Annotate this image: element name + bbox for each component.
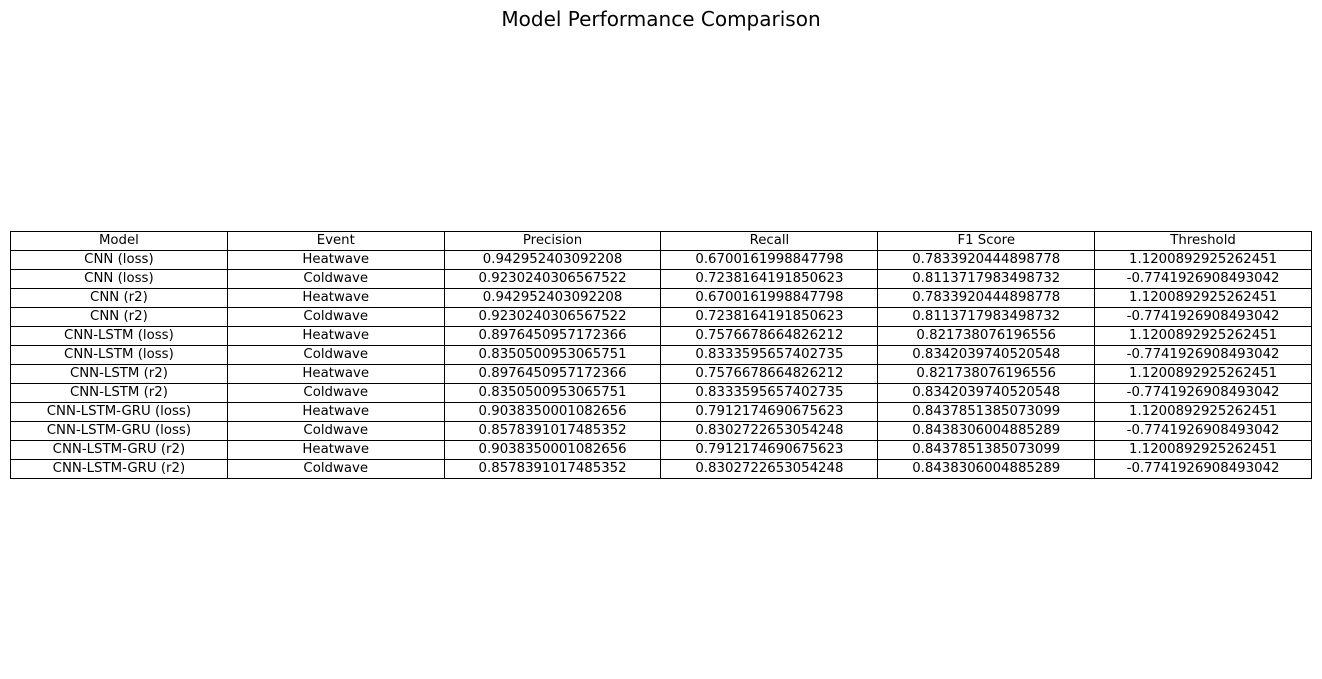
table-row: CNN-LSTM-GRU (r2) Coldwave 0.8578391017485… xyxy=(10,459,1312,479)
table-cell: 0.8578391017485352 xyxy=(443,459,662,479)
table-cell: CNN-LSTM-GRU (loss) xyxy=(10,421,228,441)
table-header: Model Event Precision Recall F1 Score Thresho… xyxy=(10,231,1312,251)
table-body: CNN (loss) Heatwave 0.942952403092208 0.670… xyxy=(10,250,1312,479)
table-cell: Heatwave xyxy=(226,440,445,460)
table-cell: 0.821738076196556 xyxy=(877,364,1096,384)
table-cell: 0.6700161998847798 xyxy=(660,250,879,270)
table-cell: CNN (loss) xyxy=(10,269,228,289)
table-cell: Coldwave xyxy=(226,307,445,327)
table-cell: 0.7833920444898778 xyxy=(877,288,1096,308)
table-cell: Heatwave xyxy=(226,364,445,384)
table-cell: CNN-LSTM (loss) xyxy=(10,345,228,365)
table-cell: 0.8113717983498732 xyxy=(877,307,1096,327)
table-cell: -0.7741926908493042 xyxy=(1094,383,1312,403)
table-cell: 0.8342039740520548 xyxy=(877,345,1096,365)
table-cell: -0.7741926908493042 xyxy=(1094,307,1312,327)
table-cell: 0.9038350001082656 xyxy=(443,402,662,422)
table-cell: Heatwave xyxy=(226,402,445,422)
table-cell: 1.1200892925262451 xyxy=(1094,440,1312,460)
table-cell: Coldwave xyxy=(226,383,445,403)
table-cell: 0.7833920444898778 xyxy=(877,250,1096,270)
table-cell: CNN (r2) xyxy=(10,288,228,308)
table-row: CNN-LSTM-GRU (loss) Heatwave 0.90383500010… xyxy=(10,402,1312,422)
table-row: CNN-LSTM (r2) Heatwave 0.8976450957172366 0… xyxy=(10,364,1312,384)
table-row: CNN-LSTM-GRU (loss) Coldwave 0.85783910174… xyxy=(10,421,1312,441)
table-cell: 0.9230240306567522 xyxy=(443,307,662,327)
table-cell: CNN (loss) xyxy=(10,250,228,270)
table-cell: Heatwave xyxy=(226,326,445,346)
table-cell: CNN-LSTM (r2) xyxy=(10,364,228,384)
table-cell: 0.8437851385073099 xyxy=(877,402,1096,422)
table-cell: 1.1200892925262451 xyxy=(1094,250,1312,270)
table-row: CNN (r2) Heatwave 0.942952403092208 0.67001… xyxy=(10,288,1312,308)
table-cell: -0.7741926908493042 xyxy=(1094,269,1312,289)
table-cell: 0.6700161998847798 xyxy=(660,288,879,308)
table-cell: 0.7912174690675623 xyxy=(660,440,879,460)
column-header: Event xyxy=(226,231,445,251)
table-cell: 0.8438306004885289 xyxy=(877,421,1096,441)
column-header: Model xyxy=(10,231,228,251)
table-row: CNN-LSTM-GRU (r2) Heatwave 0.9038350001082… xyxy=(10,440,1312,460)
table-cell: 0.8976450957172366 xyxy=(443,364,662,384)
table-cell: 0.8976450957172366 xyxy=(443,326,662,346)
table-cell: 0.7238164191850623 xyxy=(660,307,879,327)
table-cell: CNN (r2) xyxy=(10,307,228,327)
table-cell: 0.9038350001082656 xyxy=(443,440,662,460)
table-cell: -0.7741926908493042 xyxy=(1094,459,1312,479)
table-cell: 0.8302722653054248 xyxy=(660,421,879,441)
table-cell: 0.7238164191850623 xyxy=(660,269,879,289)
table-cell: 0.8113717983498732 xyxy=(877,269,1096,289)
table-cell: 0.8333595657402735 xyxy=(660,383,879,403)
table-cell: 0.8437851385073099 xyxy=(877,440,1096,460)
table-cell: 0.942952403092208 xyxy=(443,250,662,270)
table-cell: 1.1200892925262451 xyxy=(1094,326,1312,346)
chart-title: Model Performance Comparison xyxy=(501,7,821,31)
table-cell: 0.9230240306567522 xyxy=(443,269,662,289)
table-row: CNN (loss) Coldwave 0.9230240306567522 0.72… xyxy=(10,269,1312,289)
column-header: Recall xyxy=(660,231,879,251)
table-row: CNN-LSTM (loss) Heatwave 0.897645095717236… xyxy=(10,326,1312,346)
table-row: CNN-LSTM (loss) Coldwave 0.835050095306575… xyxy=(10,345,1312,365)
table-cell: Heatwave xyxy=(226,288,445,308)
table-cell: CNN-LSTM-GRU (r2) xyxy=(10,459,228,479)
table-cell: CNN-LSTM-GRU (r2) xyxy=(10,440,228,460)
table-cell: CNN-LSTM-GRU (loss) xyxy=(10,402,228,422)
table-cell: 0.8302722653054248 xyxy=(660,459,879,479)
table-cell: Coldwave xyxy=(226,345,445,365)
table-cell: 0.7912174690675623 xyxy=(660,402,879,422)
table-cell: 1.1200892925262451 xyxy=(1094,364,1312,384)
table-cell: CNN-LSTM (r2) xyxy=(10,383,228,403)
table-cell: Coldwave xyxy=(226,421,445,441)
table-row: CNN-LSTM (r2) Coldwave 0.8350500953065751 0… xyxy=(10,383,1312,403)
header-row: Model Event Precision Recall F1 Score Thresho… xyxy=(10,231,1312,251)
table-cell: 0.8342039740520548 xyxy=(877,383,1096,403)
table-cell: Heatwave xyxy=(226,250,445,270)
column-header: Precision xyxy=(443,231,662,251)
column-header: Threshold xyxy=(1094,231,1312,251)
table-cell: 0.8578391017485352 xyxy=(443,421,662,441)
table-cell: 0.942952403092208 xyxy=(443,288,662,308)
table-row: CNN (r2) Coldwave 0.9230240306567522 0.7238… xyxy=(10,307,1312,327)
performance-table: Model Event Precision Recall F1 Score Thresho… xyxy=(10,231,1312,479)
table-cell: 1.1200892925262451 xyxy=(1094,402,1312,422)
performance-table-container: Model Event Precision Recall F1 Score Thresho… xyxy=(10,231,1312,479)
table-cell: -0.7741926908493042 xyxy=(1094,345,1312,365)
table-cell: Coldwave xyxy=(226,459,445,479)
table-cell: 0.7576678664826212 xyxy=(660,364,879,384)
table-row: CNN (loss) Heatwave 0.942952403092208 0.670… xyxy=(10,250,1312,270)
table-cell: 0.821738076196556 xyxy=(877,326,1096,346)
table-cell: -0.7741926908493042 xyxy=(1094,421,1312,441)
table-cell: 1.1200892925262451 xyxy=(1094,288,1312,308)
table-cell: 0.8438306004885289 xyxy=(877,459,1096,479)
table-cell: CNN-LSTM (loss) xyxy=(10,326,228,346)
column-header: F1 Score xyxy=(877,231,1096,251)
table-cell: 0.8333595657402735 xyxy=(660,345,879,365)
table-cell: 0.8350500953065751 xyxy=(443,345,662,365)
table-cell: 0.7576678664826212 xyxy=(660,326,879,346)
table-cell: Coldwave xyxy=(226,269,445,289)
table-cell: 0.8350500953065751 xyxy=(443,383,662,403)
